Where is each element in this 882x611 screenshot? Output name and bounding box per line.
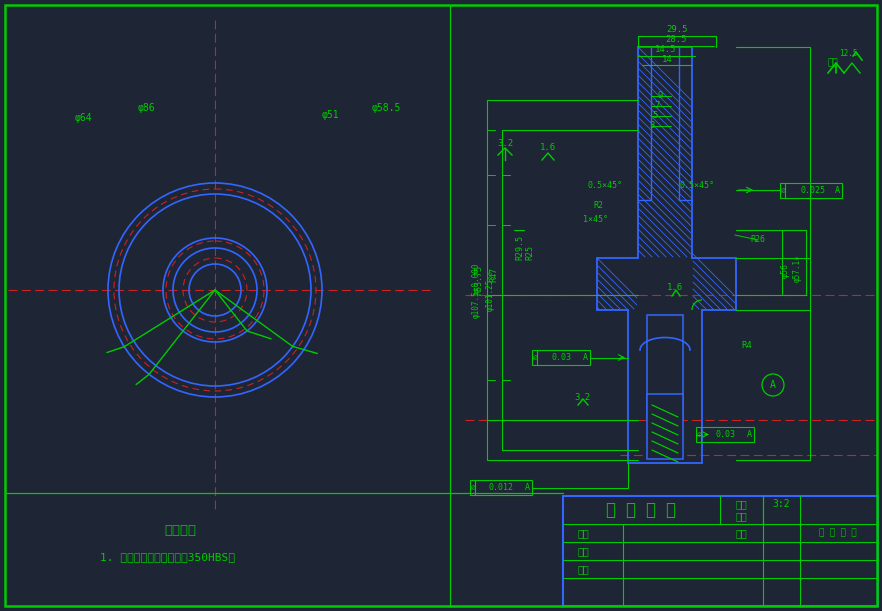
Text: 技术要求: 技术要求 xyxy=(164,524,196,536)
Text: φ56: φ56 xyxy=(781,263,789,277)
Text: 3:2: 3:2 xyxy=(772,499,789,509)
Text: 倒 档 齿 轮: 倒 档 齿 轮 xyxy=(606,501,676,519)
Text: 其余: 其余 xyxy=(827,59,839,67)
Text: ⌀: ⌀ xyxy=(697,430,701,439)
Text: 描图: 描图 xyxy=(577,546,589,556)
Bar xyxy=(647,394,683,459)
Text: 3: 3 xyxy=(649,122,654,131)
Text: φ58.5: φ58.5 xyxy=(372,103,401,113)
Text: 0.025: 0.025 xyxy=(801,186,826,195)
Bar xyxy=(532,350,590,365)
Text: φ51: φ51 xyxy=(322,110,340,120)
Text: 比例: 比例 xyxy=(735,499,747,509)
Text: 14: 14 xyxy=(662,54,672,64)
Text: 1.6: 1.6 xyxy=(540,144,556,153)
Text: ⌀: ⌀ xyxy=(470,483,475,492)
Text: 5: 5 xyxy=(653,111,658,120)
Text: R29.5: R29.5 xyxy=(515,235,525,260)
Text: 1. 调质处理，齿面硬度为350HBS。: 1. 调质处理，齿面硬度为350HBS。 xyxy=(100,552,235,562)
Text: A: A xyxy=(770,380,776,390)
Text: φ101.25₂₀: φ101.25₂₀ xyxy=(485,269,495,311)
Text: A: A xyxy=(582,353,587,362)
Text: φ57.1₀: φ57.1₀ xyxy=(793,254,802,282)
Text: 制图: 制图 xyxy=(577,528,589,538)
Text: R2: R2 xyxy=(593,200,603,210)
Text: R26: R26 xyxy=(751,235,766,244)
Text: 7: 7 xyxy=(654,101,660,111)
Text: 29.5: 29.5 xyxy=(666,26,688,34)
Text: A: A xyxy=(746,430,751,439)
Text: 28.5: 28.5 xyxy=(665,35,687,45)
Text: ⌀: ⌀ xyxy=(533,353,537,362)
Text: 0.03: 0.03 xyxy=(551,353,571,362)
Bar xyxy=(696,427,754,442)
Text: 1×45°: 1×45° xyxy=(582,216,608,224)
Text: ⌀: ⌀ xyxy=(781,186,786,195)
Text: R63.75: R63.75 xyxy=(475,265,483,295)
Text: 重量: 重量 xyxy=(735,528,747,538)
Text: R25: R25 xyxy=(526,244,534,260)
Bar xyxy=(780,183,842,198)
Text: 9: 9 xyxy=(657,92,662,100)
Text: R47: R47 xyxy=(490,268,498,282)
Bar xyxy=(470,480,532,495)
Text: 3.2: 3.2 xyxy=(497,139,513,147)
Bar xyxy=(647,315,683,420)
Text: 审核: 审核 xyxy=(577,564,589,574)
Text: φ86: φ86 xyxy=(138,103,155,113)
Text: 0.5×45°: 0.5×45° xyxy=(587,180,623,189)
Bar xyxy=(563,496,878,606)
Text: 件数: 件数 xyxy=(735,511,747,521)
Text: 14.5: 14.5 xyxy=(655,45,676,54)
Text: R4: R4 xyxy=(742,340,752,349)
Text: 0.5×45°: 0.5×45° xyxy=(679,180,714,189)
Text: A: A xyxy=(525,483,529,492)
Text: 1.6: 1.6 xyxy=(667,284,683,293)
Text: φ107.5±0.000: φ107.5±0.000 xyxy=(472,262,481,318)
Text: 0.012: 0.012 xyxy=(489,483,513,492)
Text: A: A xyxy=(834,186,840,195)
Text: 12.5: 12.5 xyxy=(839,48,857,57)
Text: φ64: φ64 xyxy=(75,113,93,123)
Text: 共 差 等 级: 共 差 等 级 xyxy=(819,529,856,538)
Text: 0.03: 0.03 xyxy=(715,430,735,439)
Text: 3.2: 3.2 xyxy=(574,392,590,401)
